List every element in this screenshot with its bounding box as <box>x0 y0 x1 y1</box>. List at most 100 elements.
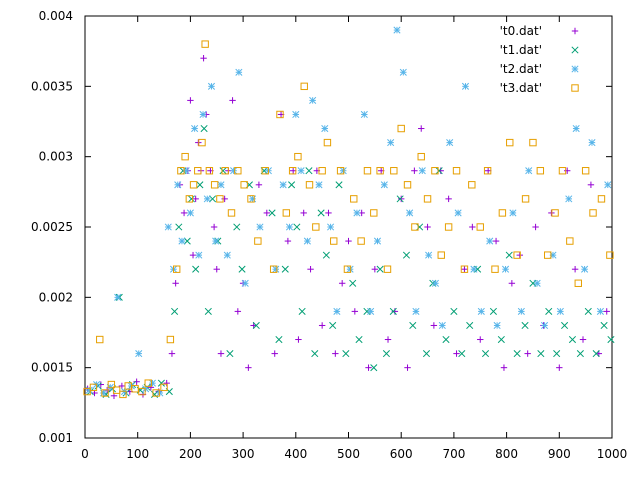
data-point <box>431 167 439 175</box>
data-point <box>446 139 454 147</box>
data-point <box>317 209 325 217</box>
data-point <box>292 110 300 119</box>
data-point <box>442 335 450 344</box>
x-tick-label: 900 <box>548 447 571 461</box>
data-point <box>318 322 326 329</box>
y-tick-label: 0.0015 <box>31 361 73 375</box>
legend-marker <box>571 46 579 54</box>
data-point <box>506 138 514 147</box>
data-point <box>579 336 587 343</box>
data-point <box>241 279 249 287</box>
data-point <box>452 167 461 175</box>
data-point <box>191 124 199 133</box>
data-point <box>294 152 302 161</box>
y-tick-label: 0.002 <box>39 290 73 304</box>
data-point <box>255 181 263 188</box>
data-point <box>227 209 236 217</box>
data-point <box>148 379 157 387</box>
data-point <box>383 265 392 273</box>
data-point <box>207 82 216 90</box>
data-point <box>345 237 352 245</box>
data-point <box>529 138 537 147</box>
data-point <box>532 223 539 231</box>
data-point <box>333 307 341 315</box>
data-point <box>584 307 592 315</box>
x-tick-label: 200 <box>179 447 202 461</box>
data-point <box>138 387 146 396</box>
data-point <box>572 124 580 133</box>
data-point <box>553 350 561 358</box>
axis-ticks: 0 100 200 300 400 500 600 700 800 900 1000 0.001 0.0… <box>31 9 627 461</box>
data-point <box>298 307 306 315</box>
data-point <box>600 321 608 330</box>
data-point <box>556 364 563 371</box>
y-tick-label: 0.003 <box>39 150 73 164</box>
data-point <box>118 382 126 390</box>
data-point <box>300 209 307 217</box>
legend-label: 't2.dat' <box>500 62 542 76</box>
data-point <box>238 265 246 273</box>
data-point <box>96 335 104 344</box>
data-point <box>501 265 510 273</box>
data-point <box>205 167 214 175</box>
data-point <box>229 97 236 104</box>
data-point <box>404 364 411 371</box>
data-point <box>213 266 220 273</box>
data-point <box>315 181 323 189</box>
data-point <box>192 265 200 273</box>
data-point <box>424 223 431 231</box>
data-point <box>470 265 478 273</box>
data-point <box>164 223 172 231</box>
data-point <box>588 139 596 147</box>
data-point <box>219 167 227 175</box>
data-point <box>330 237 338 245</box>
x-tick-label: 1000 <box>597 447 628 461</box>
data-point <box>477 336 484 343</box>
data-point <box>363 167 372 175</box>
y-tick-label: 0.0025 <box>31 220 73 234</box>
data-point <box>195 251 203 259</box>
data-point <box>399 68 407 76</box>
y-tick-label: 0.0035 <box>31 79 73 93</box>
data-point <box>597 195 606 203</box>
data-point <box>393 26 401 34</box>
data-point <box>476 223 484 231</box>
data-point <box>221 167 229 175</box>
data-point <box>180 209 188 217</box>
data-point <box>335 181 343 189</box>
data-point <box>312 223 320 231</box>
data-point <box>293 223 301 231</box>
legend-marker <box>571 65 579 73</box>
data-points <box>83 26 615 399</box>
data-point <box>412 307 420 315</box>
data-point <box>163 379 170 387</box>
data-point <box>346 265 354 273</box>
data-point <box>185 195 194 203</box>
data-point <box>536 167 545 175</box>
x-tick-label: 100 <box>126 447 149 461</box>
data-point <box>144 379 152 387</box>
data-point <box>380 181 388 189</box>
data-point <box>107 380 116 389</box>
data-point <box>469 223 476 231</box>
data-point <box>166 335 175 344</box>
legend-label: 't3.dat' <box>500 81 542 95</box>
data-point <box>323 138 332 147</box>
data-point <box>545 307 553 315</box>
data-point <box>289 167 297 174</box>
data-point <box>234 167 242 175</box>
data-point <box>606 251 614 259</box>
data-point <box>112 386 121 394</box>
data-point <box>357 237 365 245</box>
data-point <box>271 350 278 357</box>
data-point <box>444 223 453 231</box>
data-point <box>256 223 264 231</box>
data-point <box>398 195 405 203</box>
data-point <box>376 265 384 273</box>
data-point <box>396 195 404 203</box>
data-point <box>305 167 313 175</box>
data-point <box>508 280 516 287</box>
data-point <box>397 124 405 133</box>
data-point <box>332 350 339 357</box>
